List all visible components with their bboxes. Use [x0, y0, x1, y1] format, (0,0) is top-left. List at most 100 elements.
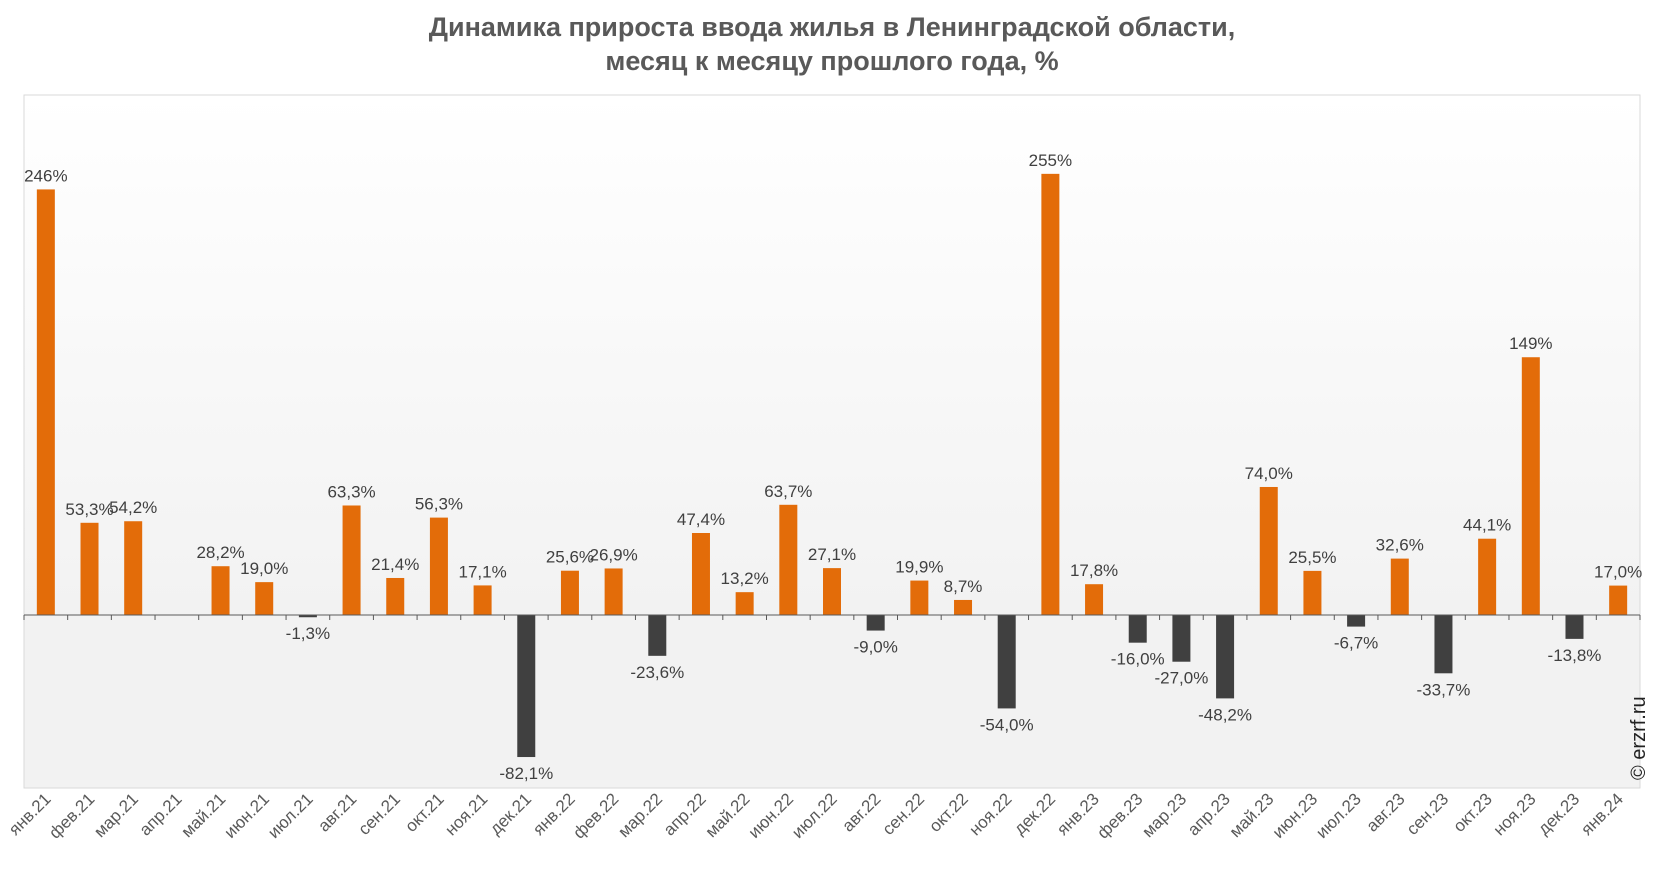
data-label: 32,6%: [1376, 536, 1424, 555]
bar-окт.21: [429, 517, 448, 615]
bar-окт.22: [954, 599, 973, 615]
x-tick-label: сен.22: [879, 789, 928, 838]
bar-ноя.21: [473, 585, 492, 615]
bar-авг.23: [1390, 558, 1409, 615]
data-label: 27,1%: [808, 545, 856, 564]
x-tick-label: авг.23: [1362, 789, 1408, 835]
watermark: © erzrf.ru: [1628, 696, 1650, 780]
x-tick-label: июн.23: [1269, 789, 1322, 842]
bars-group: [36, 173, 1628, 758]
bar-сен.23: [1434, 615, 1453, 674]
bar-дек.21: [517, 615, 536, 758]
x-tick-label: мар.23: [1138, 789, 1190, 841]
bar-мар.22: [648, 615, 667, 656]
x-tick-label: июн.21: [221, 789, 274, 842]
bar-дек.23: [1565, 615, 1584, 639]
x-tick-marks: [23, 615, 1641, 620]
data-label: 25,6%: [546, 548, 594, 567]
x-tick-label: авг.21: [314, 789, 360, 835]
bar-мар.23: [1172, 615, 1191, 662]
bar-апр.22: [691, 532, 710, 615]
data-label: 53,3%: [65, 500, 113, 519]
x-tick-label: май.21: [178, 789, 230, 841]
x-tick-label: ноя.21: [441, 789, 491, 839]
data-label: -13,8%: [1548, 646, 1602, 665]
x-tick-label: июл.22: [788, 789, 841, 842]
data-label: -23,6%: [630, 663, 684, 682]
x-tick-label: апр.21: [136, 789, 186, 839]
x-tick-label: окт.23: [1450, 789, 1496, 835]
x-tick-label: фев.23: [1093, 789, 1146, 842]
bar-май.21: [211, 566, 230, 615]
plot-area-positive: [24, 95, 1640, 615]
data-label: 255%: [1029, 151, 1072, 170]
x-tick-label: июл.23: [1312, 789, 1365, 842]
data-label: 21,4%: [371, 555, 419, 574]
chart-title-line-2: месяц к месяцу прошлого года, %: [605, 46, 1059, 76]
data-label: -27,0%: [1154, 669, 1208, 688]
data-label: 56,3%: [415, 495, 463, 514]
x-tick-label: ноя.23: [1490, 789, 1540, 839]
data-label: 149%: [1509, 334, 1552, 353]
bar-сен.22: [910, 580, 929, 615]
bar-июн.22: [779, 504, 798, 615]
x-tick-label: июн.22: [745, 789, 798, 842]
chart-title: Динамика прироста ввода жилья в Ленингра…: [0, 10, 1664, 78]
plot-area-negative: [24, 615, 1640, 788]
x-tick-label: авг.22: [838, 789, 884, 835]
x-tick-label: сен.23: [1403, 789, 1452, 838]
bar-май.22: [735, 592, 754, 615]
bar-июл.23: [1347, 615, 1366, 627]
x-tick-label: июл.21: [264, 789, 317, 842]
data-label: 17,8%: [1070, 561, 1118, 580]
data-label: 63,3%: [327, 482, 375, 501]
data-label: -48,2%: [1198, 705, 1252, 724]
x-tick-label: дек.23: [1534, 789, 1583, 838]
data-label: 47,4%: [677, 510, 725, 529]
bar-авг.22: [866, 615, 885, 631]
data-label: 17,0%: [1594, 563, 1642, 582]
data-label: 19,0%: [240, 559, 288, 578]
x-tick-label: мар.22: [614, 789, 666, 841]
x-tick-label: окт.22: [925, 789, 971, 835]
bar-янв.24: [1609, 585, 1628, 615]
data-label: 63,7%: [764, 482, 812, 501]
bar-окт.23: [1478, 538, 1497, 615]
bar-фев.21: [80, 522, 99, 615]
x-tick-label: апр.23: [1184, 789, 1234, 839]
bar-фев.22: [604, 568, 623, 615]
bar-июн.23: [1303, 570, 1322, 615]
bar-фев.23: [1128, 615, 1147, 643]
data-labels-group: 246% 53,3%54,2% 28,2%19,0% -1,3% 63,3% 21,4% 5…: [24, 151, 1642, 783]
bar-май.23: [1259, 486, 1278, 615]
x-tick-label: ноя.22: [966, 789, 1016, 839]
x-tick-label: май.23: [1226, 789, 1278, 841]
x-tick-label: мар.21: [90, 789, 142, 841]
bar-янв.23: [1085, 584, 1104, 615]
x-tick-label: май.22: [702, 789, 754, 841]
data-label: 246%: [24, 166, 67, 185]
data-label: -54,0%: [980, 715, 1034, 734]
bar-янв.21: [36, 189, 55, 616]
data-label: -82,1%: [499, 764, 553, 783]
data-label: -6,7%: [1334, 634, 1378, 653]
data-label: -1,3%: [286, 624, 330, 643]
x-axis-labels: янв.21фев.21мар.21апр.21май.21июн.21июл.…: [5, 789, 1627, 842]
bar-сен.21: [386, 577, 405, 615]
bar-июл.21: [298, 615, 317, 618]
data-label: -33,7%: [1417, 680, 1471, 699]
data-label: -9,0%: [853, 638, 897, 657]
data-label: 13,2%: [721, 569, 769, 588]
bar-авг.21: [342, 505, 361, 615]
bar-мар.21: [124, 521, 143, 615]
data-label: 54,2%: [109, 498, 157, 517]
x-tick-label: янв.24: [1577, 789, 1627, 839]
bar-ноя.23: [1521, 357, 1540, 615]
bar-дек.22: [1041, 173, 1060, 615]
data-label: 19,9%: [895, 558, 943, 577]
x-tick-label: фев.21: [45, 789, 98, 842]
bar-июн.21: [255, 582, 274, 615]
data-label: 28,2%: [196, 543, 244, 562]
x-tick-label: дек.21: [486, 789, 535, 838]
